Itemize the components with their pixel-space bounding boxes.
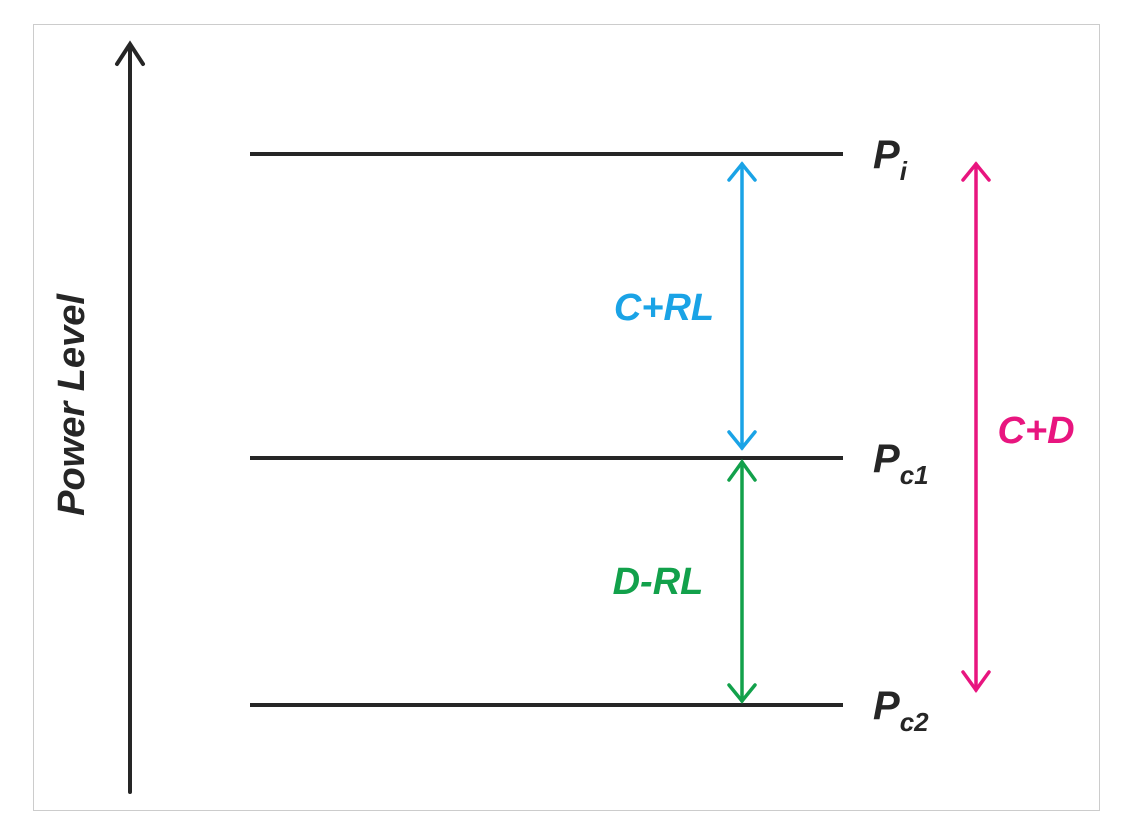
span-arrow-c-d xyxy=(961,161,991,693)
span-label-c-d: C+D xyxy=(997,410,1074,452)
span-arrow-c-rl xyxy=(727,161,757,451)
level-label-pc1: Pc1 xyxy=(873,437,929,490)
span-arrow-d-rl xyxy=(727,459,757,704)
span-label-c-rl: C+RL xyxy=(614,287,714,329)
power-axis xyxy=(115,40,145,794)
axis-label: Power Level xyxy=(51,293,93,516)
level-label-pc2: Pc2 xyxy=(873,684,929,737)
frame xyxy=(33,24,1100,811)
level-label-pi: Pi xyxy=(873,133,908,186)
span-label-d-rl: D-RL xyxy=(613,561,704,603)
